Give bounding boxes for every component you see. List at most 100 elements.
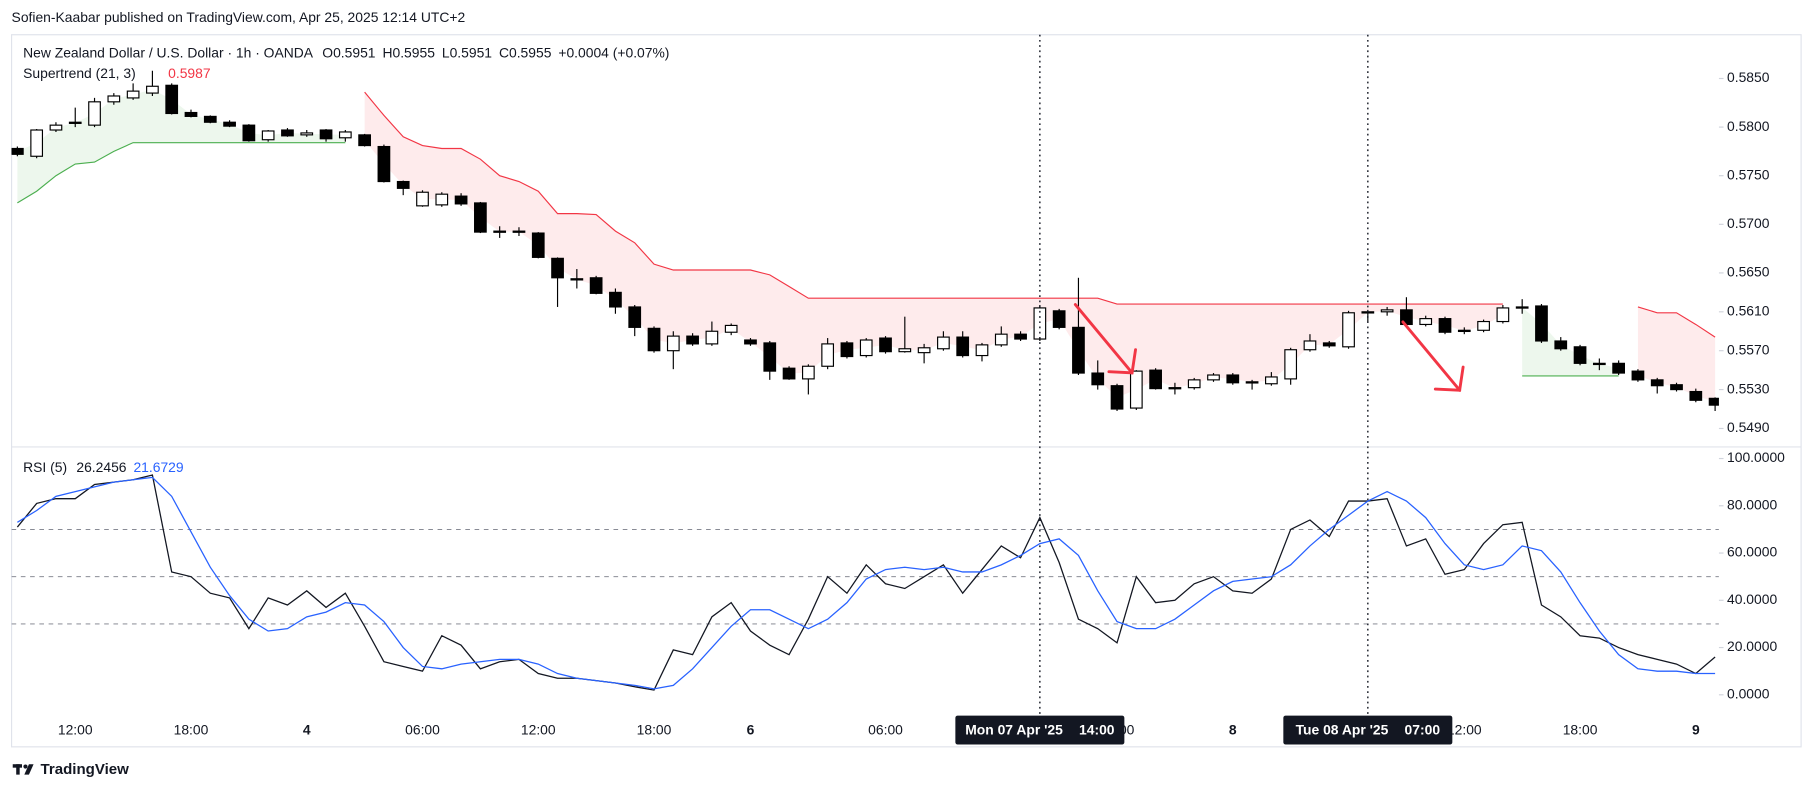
candle-body <box>994 333 1008 346</box>
ohlc-open: O0.5951 <box>322 44 376 60</box>
price-tick-label: 0.5490 <box>1727 419 1770 435</box>
candle-body <box>1014 333 1027 340</box>
rsi-tick-label: 40.0000 <box>1727 591 1777 607</box>
candle-body <box>647 327 661 352</box>
candle-body <box>609 291 622 308</box>
crosshair-label: Mon 07 Apr '25 14:00 <box>965 721 1115 737</box>
candle-body <box>1033 307 1047 340</box>
candle-body <box>1245 381 1259 384</box>
candle-body <box>570 278 584 281</box>
candle-body <box>782 367 796 380</box>
candle-body <box>1689 390 1703 401</box>
rsi-tick-label: 60.0000 <box>1727 544 1777 560</box>
candle-body <box>763 342 777 372</box>
candle-body <box>1168 387 1182 390</box>
time-tick-label: 12:00 <box>58 721 93 737</box>
candle-body <box>937 336 950 350</box>
price-tick-label: 0.5850 <box>1727 69 1770 85</box>
candle-body <box>551 257 564 279</box>
candle-body <box>1631 370 1645 381</box>
candle-body <box>531 232 545 258</box>
candle-body <box>917 347 931 354</box>
rsi-tick-label: 20.0000 <box>1727 638 1777 654</box>
time-tick-label: 06:00 <box>405 721 440 737</box>
logo-part <box>16 764 20 775</box>
candle-body <box>474 202 487 233</box>
candle-body <box>338 131 352 139</box>
candle-body <box>840 342 854 358</box>
symbol-title: New Zealand Dollar / U.S. Dollar · 1h · … <box>23 44 314 60</box>
rsi-value: 26.2456 <box>76 458 126 474</box>
rsi-tick-label: 100.0000 <box>1727 449 1785 465</box>
time-tick-label: 18:00 <box>1563 721 1598 737</box>
candle-body <box>801 365 815 380</box>
candle-body <box>859 339 873 357</box>
candle-body <box>1207 374 1220 381</box>
candle-body <box>416 191 429 207</box>
candle-body <box>512 230 526 233</box>
candle-body <box>30 129 44 157</box>
candle-body <box>493 230 507 233</box>
candle-body <box>1535 305 1548 342</box>
candle-body <box>1149 369 1162 390</box>
candle-body <box>1650 379 1664 387</box>
candle-body <box>319 129 333 140</box>
arrow-line <box>1073 303 1134 375</box>
candle-body <box>956 336 970 357</box>
candle-body <box>1477 320 1490 331</box>
price-tick-label: 0.5800 <box>1727 118 1770 134</box>
candle-body <box>49 124 63 131</box>
crosshair-time: 07:00 <box>1405 721 1441 737</box>
price-tick-label: 0.5700 <box>1727 215 1770 231</box>
candle-body <box>1708 397 1719 406</box>
ohlc-change: +0.0004 (+0.07%) <box>558 44 669 60</box>
candle-body <box>1612 362 1626 374</box>
candle-body <box>88 101 101 126</box>
candle-body <box>1515 306 1529 309</box>
candle-body <box>1438 318 1452 333</box>
time-tick-label: 12:00 <box>521 721 556 737</box>
candle-body <box>146 85 159 94</box>
candle-body <box>1419 318 1433 326</box>
chart-layers: 0.5850 0.5800 0.5750 0.5700 0.5650 0.5610 0.55… <box>11 34 1785 745</box>
supertrend-line <box>364 91 1716 338</box>
candle-body <box>1052 310 1066 328</box>
candle-body <box>1110 385 1124 410</box>
candle-body <box>1496 307 1510 323</box>
rsi-tick-label: 80.0000 <box>1727 496 1777 512</box>
rsi-title: RSI (5) <box>23 458 67 474</box>
candle-body <box>1573 346 1587 364</box>
candle-body <box>242 124 256 142</box>
candle-body <box>1187 379 1201 389</box>
candle-body <box>1457 329 1471 333</box>
candle-body <box>1303 340 1317 351</box>
rsi-signal-value: 21.6729 <box>133 458 183 474</box>
arrow-head <box>1433 365 1465 392</box>
candle-body <box>435 193 449 206</box>
candle-body <box>454 195 468 205</box>
candle-body <box>358 134 371 147</box>
rsi-tick-label: 0.0000 <box>1727 685 1770 701</box>
publish-header: Sofien-Kaabar published on TradingView.c… <box>12 9 466 25</box>
crosshair-label: Tue 08 Apr '25 07:00 <box>1296 721 1441 737</box>
price-tick-label: 0.5750 <box>1727 166 1770 182</box>
rsi-pane <box>11 474 1719 691</box>
rsi-line <box>16 474 1716 691</box>
arrow-line <box>1401 320 1462 392</box>
time-tick-label: 9 <box>1692 721 1700 737</box>
candle-body <box>589 277 603 294</box>
candle-body <box>744 339 757 345</box>
supertrend-line <box>17 142 1619 377</box>
candle-body <box>1380 309 1394 313</box>
time-tick-label: 06:00 <box>868 721 903 737</box>
candle-body <box>898 348 912 353</box>
ohlc-high: H0.5955 <box>382 44 435 60</box>
ohlc-close: C0.5955 <box>499 44 552 60</box>
symbol-legend: New Zealand Dollar / U.S. Dollar · 1h · … <box>23 44 669 60</box>
candle-body <box>281 129 294 137</box>
tradingview-logo <box>12 764 34 775</box>
candle-body <box>724 324 738 333</box>
